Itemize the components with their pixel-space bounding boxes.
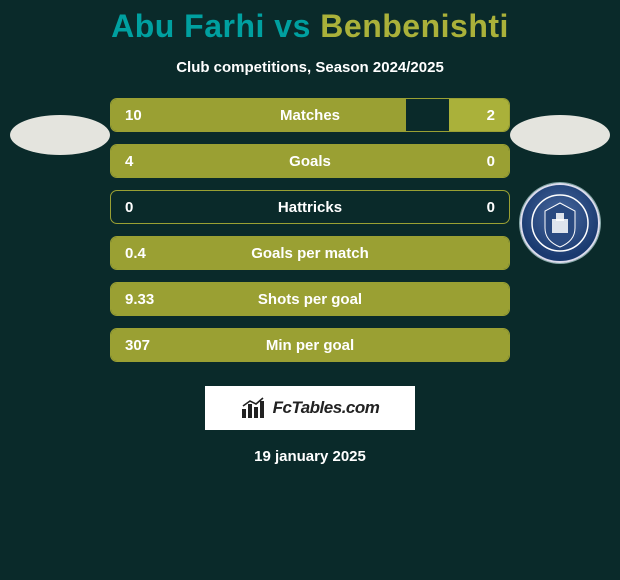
- stat-row: 40Goals: [110, 144, 510, 178]
- player1-name: Abu Farhi: [111, 8, 265, 44]
- player2-name: Benbenishti: [320, 8, 509, 44]
- stat-label: Matches: [111, 107, 509, 124]
- player1-team-badge: [20, 183, 100, 263]
- logo-text: FcTables.com: [273, 398, 380, 418]
- player2-team-badge: [520, 183, 600, 263]
- footer-date: 19 january 2025: [0, 448, 620, 465]
- vs-word: vs: [274, 8, 311, 44]
- site-logo: FcTables.com: [205, 386, 415, 430]
- subtitle: Club competitions, Season 2024/2025: [0, 59, 620, 76]
- stat-label: Shots per goal: [111, 291, 509, 308]
- shield-icon: [530, 193, 590, 253]
- stat-row: 0.4Goals per match: [110, 236, 510, 270]
- stat-label: Hattricks: [111, 199, 509, 216]
- stat-label: Goals: [111, 153, 509, 170]
- chart-icon: [241, 397, 267, 419]
- stat-label: Min per goal: [111, 337, 509, 354]
- player1-column: [10, 115, 110, 263]
- player1-avatar: [10, 115, 110, 155]
- stat-row: 307Min per goal: [110, 328, 510, 362]
- stat-label: Goals per match: [111, 245, 509, 262]
- player2-column: [510, 115, 610, 263]
- stat-row: 00Hattricks: [110, 190, 510, 224]
- stat-row: 102Matches: [110, 98, 510, 132]
- page-title: Abu Farhi vs Benbenishti: [0, 8, 620, 45]
- stat-row: 9.33Shots per goal: [110, 282, 510, 316]
- player2-avatar: [510, 115, 610, 155]
